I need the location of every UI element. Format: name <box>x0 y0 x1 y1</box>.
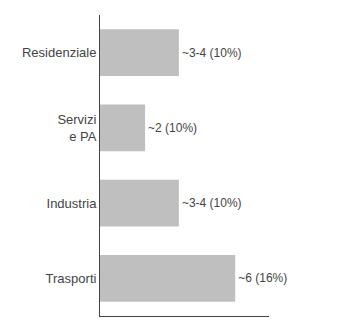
svg-text:~3-4 (10%): ~3-4 (10%) <box>182 196 242 210</box>
svg-text:~6 (16%): ~6 (16%) <box>238 271 287 285</box>
svg-text:~2 (10%): ~2 (10%) <box>148 121 197 135</box>
svg-text:~3-4 (10%): ~3-4 (10%) <box>182 46 242 60</box>
svg-text:Industria: Industria <box>47 196 98 211</box>
svg-text:Trasporti: Trasporti <box>46 271 97 286</box>
svg-text:Servizie PA: Servizie PA <box>57 112 96 144</box>
svg-text:Residenziale: Residenziale <box>22 45 96 60</box>
